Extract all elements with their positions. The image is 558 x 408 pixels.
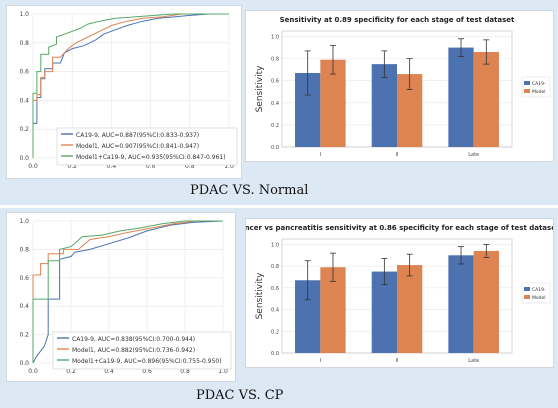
- x-tick-label: I: [320, 152, 321, 158]
- x-tick-label: 0.8: [185, 163, 195, 170]
- bar: [448, 47, 474, 148]
- x-tick-label: I: [320, 358, 321, 364]
- x-tick-label: 1.0: [224, 163, 234, 170]
- chart-title: Sensitivity at 0.89 specificity for each…: [280, 16, 515, 24]
- legend-label: Model1, AUC=0.882(95%CI:0.736-0.942): [72, 347, 195, 354]
- x-tick-label: II: [396, 152, 399, 158]
- y-tick-label: 1.0: [271, 35, 279, 41]
- y-tick-label: 1.0: [19, 11, 29, 18]
- y-axis-label: Sensitivity: [255, 272, 265, 320]
- x-tick-label: II: [396, 358, 399, 364]
- y-tick-label: 0.0: [19, 155, 29, 162]
- x-tick-label: Late: [468, 358, 479, 364]
- y-tick-label: 0.2: [271, 123, 279, 129]
- y-tick-label: 0.6: [19, 275, 29, 282]
- bar-chart-cp: Cancer vs pancreatitis sensitivity at 0.…: [246, 224, 553, 364]
- y-tick-label: 0.2: [271, 329, 279, 335]
- legend-label: Model1+Ca19-9, AUC=0.935(95%CI:0.847-0.9…: [76, 154, 226, 161]
- legend-swatch: [524, 89, 530, 93]
- x-tick-label: 0.0: [28, 163, 38, 170]
- roc-curve: [32, 13, 229, 158]
- bar-panel-normal: Sensitivity at 0.89 specificity for each…: [245, 10, 554, 162]
- caption-pdac-cp: PDAC VS. CP: [196, 388, 284, 403]
- legend-label: CA19-9, AUC=0.887(95%CI:0.833-0.937): [76, 132, 199, 139]
- x-tick-label: 0.6: [142, 368, 152, 375]
- x-tick-label: 0.8: [180, 368, 190, 375]
- x-tick-label: 0.4: [104, 368, 114, 375]
- y-tick-label: 1.0: [19, 218, 29, 225]
- bar-panel-cp: Cancer vs pancreatitis sensitivity at 0.…: [245, 218, 554, 368]
- legend-label: Model: [532, 89, 546, 95]
- legend-swatch: [524, 295, 530, 299]
- legend-label: Model1+Ca19-9, AUC=0.896(95%CI:0.755-0.9…: [72, 358, 222, 365]
- legend-swatch: [524, 81, 530, 85]
- legend-label: Model1, AUC=0.907(95%CI:0.841-0.947): [76, 143, 199, 150]
- y-tick-label: 0.2: [19, 332, 29, 339]
- y-tick-label: 0.4: [19, 97, 29, 104]
- y-tick-label: 0.2: [19, 126, 29, 133]
- x-tick-label: 0.4: [107, 163, 117, 170]
- y-tick-label: 0.4: [19, 303, 29, 310]
- y-tick-label: 0.8: [271, 57, 279, 63]
- y-tick-label: 0.6: [271, 286, 279, 292]
- legend-label: CA19-: [532, 81, 546, 87]
- bar: [473, 250, 499, 353]
- y-tick-label: 0.8: [271, 264, 279, 270]
- x-tick-label: 1.0: [218, 368, 228, 375]
- y-tick-label: 0.0: [271, 351, 279, 357]
- roc-chart-normal: 0.0 0.2 0.4 0.6 0.8 1.0 0.0 0.2 0.4 0.6 0.8 1.0 CA19…: [19, 11, 238, 170]
- roc-curve: [32, 220, 224, 364]
- x-tick-label: 0.2: [66, 368, 76, 375]
- roc-panel-cp: 0.0 0.2 0.4 0.6 0.8 1.0 0.0 0.2 0.4 0.6 0.8 1.0 CA19…: [6, 212, 236, 382]
- bar-chart-normal: Sensitivity at 0.89 specificity for each…: [255, 16, 551, 158]
- roc-panel-normal: 0.0 0.2 0.4 0.6 0.8 1.0 0.0 0.2 0.4 0.6 0.8 1.0 CA19…: [6, 5, 242, 179]
- x-tick-label: 0.2: [67, 163, 77, 170]
- legend-swatch: [524, 287, 530, 291]
- bar: [397, 265, 423, 353]
- legend-label: CA19-: [532, 287, 546, 293]
- y-axis-label: Sensitivity: [255, 65, 265, 113]
- roc-curve: [32, 13, 229, 158]
- x-tick-label: 0.0: [28, 368, 38, 375]
- legend-box: [56, 127, 238, 166]
- y-tick-label: 1.0: [271, 242, 279, 248]
- x-tick-label: 0.6: [146, 163, 156, 170]
- bar: [448, 255, 474, 353]
- y-tick-label: 0.8: [19, 246, 29, 253]
- y-tick-label: 0.6: [19, 69, 29, 76]
- roc-curve: [32, 220, 223, 363]
- x-tick-label: Late: [468, 152, 479, 158]
- chart-title: Cancer vs pancreatitis sensitivity at 0.…: [246, 224, 553, 232]
- y-tick-label: 0.6: [271, 79, 279, 85]
- roc-chart-cp: 0.0 0.2 0.4 0.6 0.8 1.0 0.0 0.2 0.4 0.6 0.8 1.0 CA19…: [19, 218, 232, 375]
- y-tick-label: 0.4: [271, 101, 279, 107]
- bar: [371, 64, 397, 147]
- legend-label: Model: [532, 295, 546, 301]
- y-tick-label: 0.0: [19, 360, 29, 367]
- y-tick-label: 0.4: [271, 308, 279, 314]
- legend-box: [52, 331, 232, 370]
- y-tick-label: 0.0: [271, 145, 279, 151]
- caption-pdac-normal: PDAC VS. Normal: [190, 183, 309, 198]
- roc-curve: [32, 13, 229, 158]
- bar: [371, 271, 397, 353]
- legend-label: CA19-9, AUC=0.838(95%CI:0.700-0.944): [72, 336, 195, 343]
- y-tick-label: 0.8: [19, 40, 29, 47]
- bar: [473, 51, 499, 147]
- roc-curve: [32, 220, 223, 363]
